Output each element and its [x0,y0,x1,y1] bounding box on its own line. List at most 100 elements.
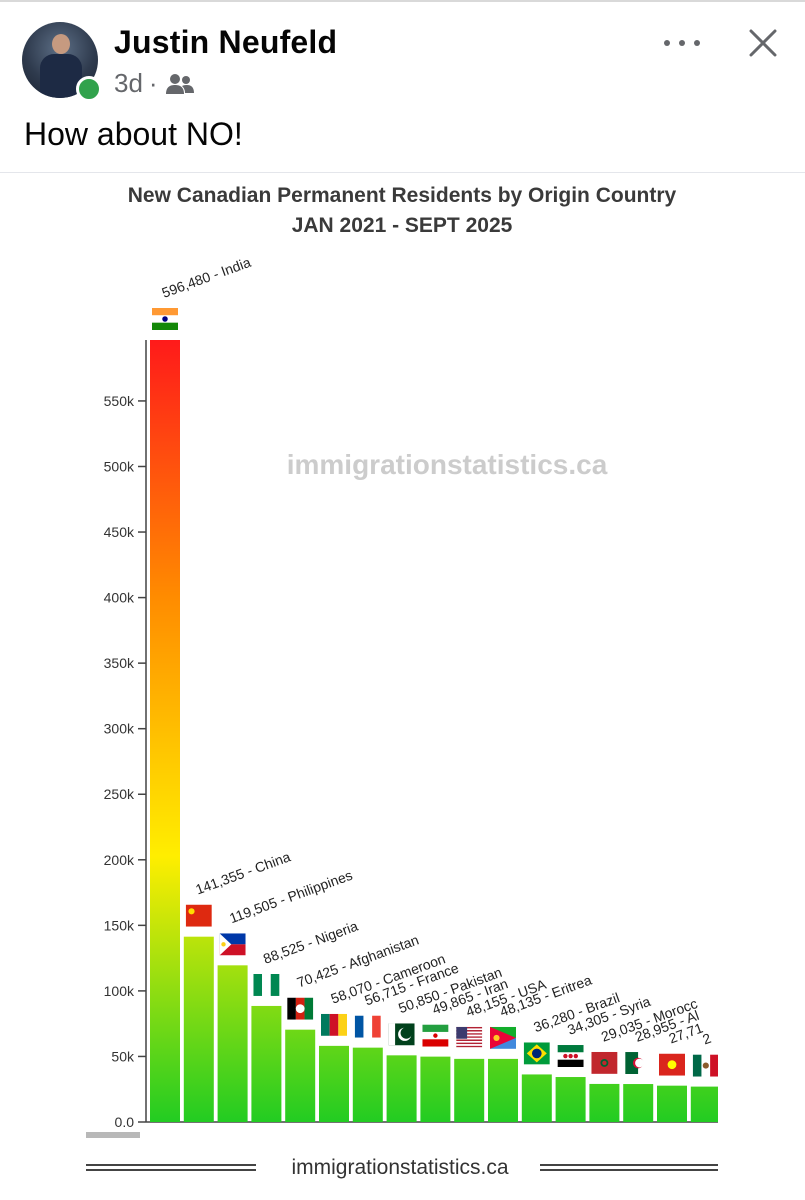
bar[interactable] [386,1055,417,1122]
algeria-flag-icon [625,1052,652,1075]
flag-part [456,1026,483,1029]
flag-part [219,944,246,956]
flag-part [638,1052,652,1075]
india-flag-icon [152,308,178,330]
chart-image[interactable]: New Canadian Permanent Residents by Orig… [0,172,805,1200]
flag-part [219,933,246,945]
flag-part [456,1031,483,1034]
bar[interactable] [690,1086,718,1122]
bar[interactable] [420,1056,451,1122]
chart-watermark: immigrationstatistics.ca [287,449,608,480]
flag-part [433,1033,438,1038]
y-tick-label: 450k [104,524,135,540]
france-flag-icon [354,1015,381,1038]
flag-part [363,1015,373,1038]
flag-part [456,1028,483,1031]
flag-part [456,1037,483,1040]
post-header: Justin Neufeld 3d · [0,0,805,110]
eritrea-flag-icon [490,1026,516,1049]
y-tick-label: 300k [104,721,135,737]
flag-part [557,1045,584,1053]
post-text: How about NO! [24,116,243,152]
flag-part [456,1042,483,1045]
bar[interactable] [657,1085,687,1122]
more-options-icon[interactable] [664,30,700,56]
mexico-flag-icon [692,1054,718,1077]
flag-part [667,1060,677,1070]
bar[interactable] [183,936,214,1122]
iran-flag-icon [422,1024,449,1047]
bar[interactable] [217,965,248,1122]
flag-part [152,308,178,316]
bar[interactable] [623,1084,654,1122]
flag-part [262,973,271,996]
y-tick-label: 350k [104,655,135,671]
y-tick-label: 500k [104,458,135,474]
usa-flag-icon [456,1026,483,1049]
more-dot [694,40,700,46]
flag-part [563,1053,568,1059]
flag-part [162,316,168,322]
friends-icon[interactable] [164,72,196,96]
flag-part [490,1026,516,1049]
flag-part [270,973,280,996]
flag-part [422,1039,449,1047]
nigeria-flag-icon [253,973,280,996]
morocco-flag-icon [591,1051,618,1074]
y-tick-label: 0.0 [115,1114,135,1130]
flag-part [295,1004,305,1014]
author-name[interactable]: Justin Neufeld [114,24,338,60]
pakistan-flag-icon [388,1023,415,1046]
bar[interactable] [521,1074,552,1122]
flag-part [372,1015,381,1038]
bar[interactable] [319,1045,349,1122]
bar[interactable] [251,1005,282,1122]
flag-part [388,1023,396,1046]
flag-part [221,942,226,947]
chart-background [0,172,805,1200]
flag-part [635,1058,644,1068]
flag-part [456,1044,483,1046]
bar[interactable] [555,1077,586,1122]
close-icon[interactable] [746,26,780,60]
flag-part [287,997,296,1020]
flag-part [338,1013,347,1036]
bar[interactable] [589,1083,620,1122]
flag-part [456,1041,483,1043]
cameroon-flag-icon [321,1013,347,1036]
bar[interactable] [150,340,180,1122]
flag-part [456,1045,483,1048]
bar[interactable] [454,1058,485,1122]
chart-footer: immigrationstatistics.ca [291,1156,508,1179]
flag-part [602,1060,607,1066]
flag-part [625,1052,639,1075]
y-tick-label: 200k [104,852,135,868]
bar[interactable] [488,1058,518,1122]
flag-part [422,1024,449,1032]
flag-part [253,973,263,996]
top-divider [0,0,805,2]
flag-part [329,1013,339,1036]
flag-part [573,1053,578,1059]
flag-part [400,1027,412,1039]
bar-chart: New Canadian Permanent Residents by Orig… [0,172,805,1200]
y-tick-label: 550k [104,393,135,409]
post-meta: 3d · [114,68,196,99]
flag-part [185,904,212,927]
y-tick-label: 250k [104,786,135,802]
y-tick-label: 100k [104,983,135,999]
post-time[interactable]: 3d [114,68,143,98]
flag-part [702,1062,709,1069]
bar[interactable] [352,1047,383,1122]
flag-part [456,1047,483,1049]
bar[interactable] [285,1029,316,1122]
flag-part [456,1039,483,1042]
philippines-flag-icon [219,933,246,956]
avatar-body [40,54,82,98]
brazil-flag-icon [523,1042,550,1065]
chart-subtitle: JAN 2021 - SEPT 2025 [292,214,513,237]
flag-part [304,997,314,1020]
scroll-handle[interactable] [86,1132,140,1138]
syria-flag-icon [557,1045,584,1068]
flag-part [354,1015,364,1038]
